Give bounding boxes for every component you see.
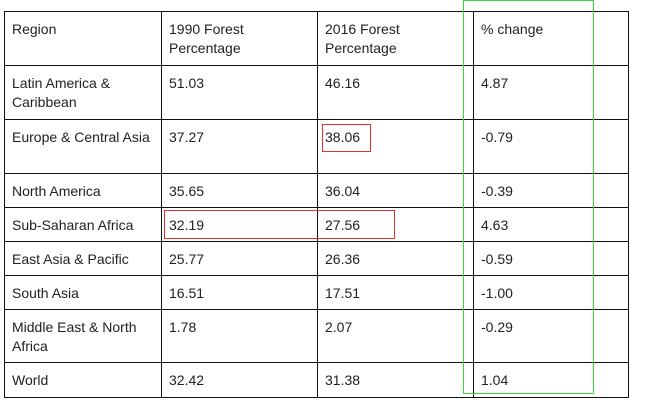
cell-change: 4.63	[473, 207, 629, 242]
cell-region: East Asia & Pacific	[4, 241, 162, 276]
forest-percentage-table: Region 1990 Forest Percentage 2016 Fores…	[4, 11, 629, 398]
table-row: North America 35.65 36.04 -0.39	[4, 173, 629, 208]
cell-region: North America	[4, 173, 162, 208]
cell-change: -1.00	[473, 275, 629, 310]
table-row: Europe & Central Asia 37.27 38.06 -0.79	[4, 119, 629, 174]
cell-region: Sub-Saharan Africa	[4, 207, 162, 242]
cell-1990: 16.51	[161, 275, 318, 310]
cell-change: 4.87	[473, 65, 629, 120]
cell-2016: 17.51	[317, 275, 474, 310]
cell-1990: 37.27	[161, 119, 318, 174]
cell-2016: 2.07	[317, 309, 474, 363]
header-region: Region	[4, 11, 162, 66]
cell-1990: 32.42	[161, 362, 318, 398]
cell-region: World	[4, 362, 162, 398]
table-row: World 32.42 31.38 1.04	[4, 362, 629, 398]
cell-2016: 46.16	[317, 65, 474, 120]
header-change: % change	[473, 11, 629, 66]
cell-change: -0.79	[473, 119, 629, 174]
cell-region: Middle East & North Africa	[4, 309, 162, 363]
cell-change: -0.29	[473, 309, 629, 363]
cell-change: 1.04	[473, 362, 629, 398]
table-row: Sub-Saharan Africa 32.19 27.56 4.63	[4, 207, 629, 242]
cell-2016: 27.56	[317, 207, 474, 242]
cell-region: Latin America & Caribbean	[4, 65, 162, 120]
cell-1990: 1.78	[161, 309, 318, 363]
header-1990: 1990 Forest Percentage	[161, 11, 318, 66]
cell-2016: 38.06	[317, 119, 474, 174]
cell-1990: 32.19	[161, 207, 318, 242]
table-row: Middle East & North Africa 1.78 2.07 -0.…	[4, 309, 629, 363]
header-2016: 2016 Forest Percentage	[317, 11, 474, 66]
table-row: East Asia & Pacific 25.77 26.36 -0.59	[4, 241, 629, 276]
cell-region: Europe & Central Asia	[4, 119, 162, 174]
cell-change: -0.39	[473, 173, 629, 208]
cell-2016: 26.36	[317, 241, 474, 276]
cell-2016: 31.38	[317, 362, 474, 398]
table-row: Latin America & Caribbean 51.03 46.16 4.…	[4, 65, 629, 120]
table-header-row: Region 1990 Forest Percentage 2016 Fores…	[4, 11, 629, 66]
cell-2016: 36.04	[317, 173, 474, 208]
cell-1990: 35.65	[161, 173, 318, 208]
table-row: South Asia 16.51 17.51 -1.00	[4, 275, 629, 310]
cell-region: South Asia	[4, 275, 162, 310]
cell-1990: 25.77	[161, 241, 318, 276]
cell-change: -0.59	[473, 241, 629, 276]
cell-1990: 51.03	[161, 65, 318, 120]
